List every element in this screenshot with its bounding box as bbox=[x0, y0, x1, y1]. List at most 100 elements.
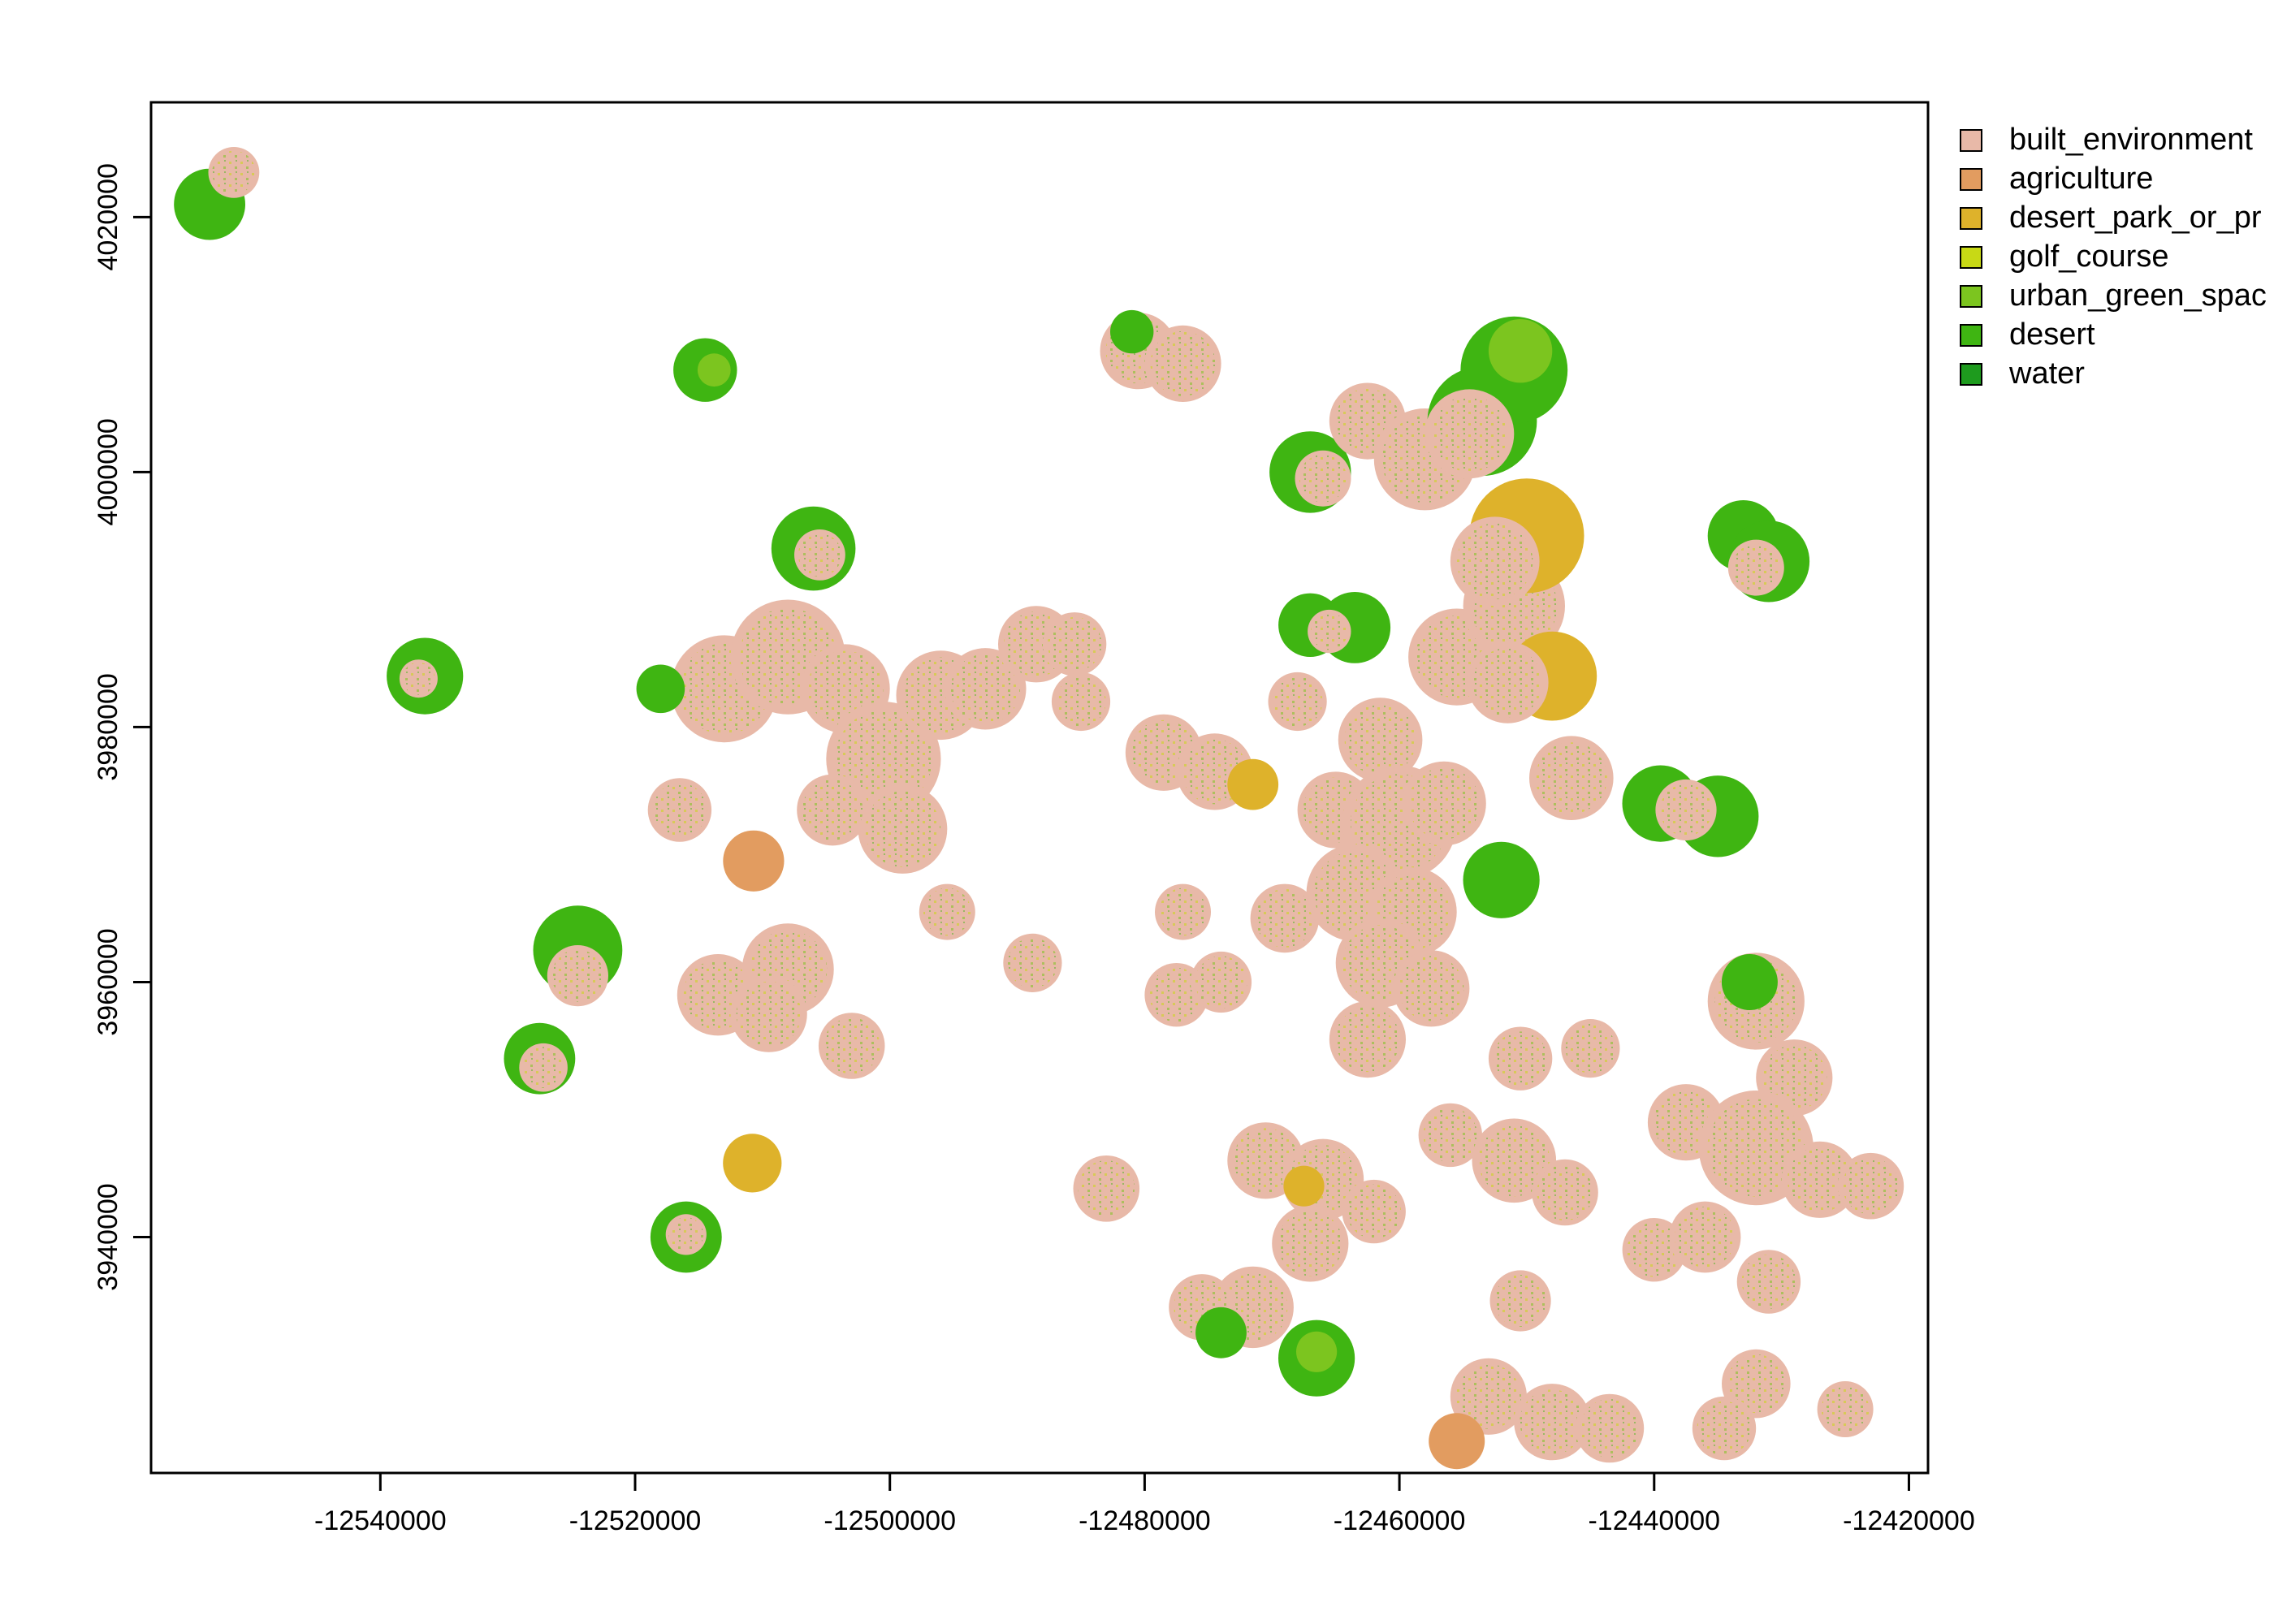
legend-swatch bbox=[1960, 246, 1982, 269]
raster-texture bbox=[1472, 647, 1543, 718]
raster-texture bbox=[736, 981, 802, 1047]
raster-texture bbox=[1423, 1108, 1478, 1163]
raster-texture bbox=[1431, 395, 1508, 472]
raster-texture bbox=[1675, 1207, 1736, 1268]
legend-swatch bbox=[1960, 285, 1982, 308]
raster-patch-desert bbox=[1721, 954, 1778, 1010]
raster-texture bbox=[1842, 1158, 1900, 1215]
raster-texture bbox=[798, 533, 842, 577]
raster-texture bbox=[1762, 1045, 1827, 1111]
raster-texture bbox=[1334, 1007, 1400, 1073]
x-tick-label: -12540000 bbox=[314, 1505, 447, 1536]
legend-swatch bbox=[1960, 129, 1982, 152]
raster-texture bbox=[1787, 1147, 1852, 1212]
land-use-raster bbox=[174, 147, 1904, 1470]
raster-texture bbox=[652, 783, 707, 837]
raster-texture bbox=[923, 888, 971, 936]
raster-texture bbox=[1399, 956, 1464, 1021]
raster-texture bbox=[1195, 956, 1247, 1009]
raster-texture bbox=[802, 780, 863, 840]
raster-texture bbox=[1565, 1023, 1616, 1073]
raster-patch-agriculture bbox=[1429, 1413, 1485, 1470]
legend-label: golf_course bbox=[2009, 240, 2168, 274]
raster-texture bbox=[1821, 1385, 1870, 1433]
raster-patch-desert bbox=[1463, 841, 1540, 918]
raster-texture bbox=[1520, 1389, 1585, 1455]
legend-label: desert_park_or_pr bbox=[2009, 201, 2262, 235]
raster-texture bbox=[823, 1017, 880, 1074]
x-tick-label: -12520000 bbox=[569, 1505, 702, 1536]
raster-patch-desert bbox=[636, 664, 685, 714]
x-tick-label: -12500000 bbox=[824, 1505, 956, 1536]
raster-texture bbox=[1149, 967, 1204, 1022]
y-tick-label: 4000000 bbox=[93, 418, 123, 525]
raster-texture bbox=[1159, 888, 1207, 936]
raster-texture bbox=[1493, 1031, 1548, 1086]
legend-swatch bbox=[1960, 168, 1982, 191]
raster-texture bbox=[1299, 454, 1347, 503]
raster-patch-urban_green_spac bbox=[1488, 319, 1553, 383]
raster-texture bbox=[1408, 767, 1480, 840]
raster-texture bbox=[1311, 612, 1348, 650]
raster-texture bbox=[1007, 938, 1058, 988]
x-axis: -12540000 -12520000 -12500000 -12480000 -124… bbox=[314, 1471, 1975, 1536]
legend-swatch bbox=[1960, 363, 1982, 386]
raster-texture bbox=[212, 150, 256, 195]
raster-texture bbox=[1272, 676, 1323, 727]
raster-patch-desert_park_or_pr bbox=[1227, 758, 1279, 810]
raster-texture bbox=[1278, 1211, 1343, 1276]
raster-texture bbox=[522, 1047, 564, 1088]
legend-swatch bbox=[1960, 324, 1982, 347]
raster-texture bbox=[1537, 1164, 1593, 1221]
legend-label: desert bbox=[2009, 317, 2095, 352]
raster-texture bbox=[1535, 742, 1607, 814]
raster-texture bbox=[1741, 1255, 1796, 1309]
raster-patch-urban_green_spac bbox=[697, 353, 731, 387]
raster-texture bbox=[1233, 1128, 1299, 1194]
raster-texture bbox=[1457, 523, 1533, 599]
raster-texture bbox=[1255, 888, 1314, 948]
raster-texture bbox=[950, 654, 1021, 723]
legend: built_environment agriculture desert_park_… bbox=[1960, 123, 2267, 391]
x-tick-label: -12420000 bbox=[1843, 1505, 1975, 1536]
raster-texture bbox=[1344, 704, 1416, 776]
y-axis: 3940000 3960000 3980000 4000000 4020000 bbox=[93, 163, 151, 1291]
y-tick-label: 4020000 bbox=[93, 163, 123, 270]
x-tick-label: -12480000 bbox=[1079, 1505, 1211, 1536]
legend-swatch bbox=[1960, 207, 1982, 230]
raster-texture bbox=[402, 662, 435, 695]
raster-patch-urban_green_spac bbox=[1296, 1331, 1338, 1372]
raster-texture bbox=[1056, 676, 1106, 727]
raster-patch-desert_park_or_pr bbox=[723, 1134, 782, 1193]
raster-texture bbox=[1732, 543, 1780, 592]
raster-patch-agriculture bbox=[723, 830, 785, 892]
legend-label: agriculture bbox=[2009, 162, 2153, 196]
raster-texture bbox=[1078, 1160, 1135, 1217]
y-tick-label: 3960000 bbox=[93, 928, 123, 1035]
x-tick-label: -12440000 bbox=[1588, 1505, 1720, 1536]
raster-texture bbox=[1455, 1363, 1521, 1429]
raster-patch-desert bbox=[1110, 309, 1154, 354]
raster-texture bbox=[1727, 1354, 1786, 1414]
raster-texture bbox=[1347, 1184, 1401, 1239]
raster-texture bbox=[1478, 1125, 1550, 1197]
legend-label: urban_green_spac bbox=[2009, 279, 2267, 313]
raster-texture bbox=[1697, 1401, 1752, 1456]
legend-label: built_environment bbox=[2009, 123, 2253, 157]
raster-texture bbox=[864, 791, 941, 867]
raster-texture bbox=[668, 1217, 704, 1252]
raster-texture bbox=[551, 949, 604, 1002]
raster-texture bbox=[1627, 1222, 1682, 1277]
raster-texture bbox=[1580, 1399, 1639, 1458]
x-tick-label: -12460000 bbox=[1334, 1505, 1466, 1536]
y-tick-label: 3940000 bbox=[93, 1183, 123, 1290]
raster-texture bbox=[834, 710, 932, 808]
raster-patch-desert_park_or_pr bbox=[1283, 1165, 1325, 1207]
raster-texture bbox=[1047, 617, 1102, 672]
raster-texture bbox=[1150, 330, 1216, 396]
raster-texture bbox=[1707, 1099, 1805, 1197]
raster-patch-desert bbox=[1195, 1307, 1247, 1358]
raster-texture bbox=[1494, 1275, 1547, 1327]
